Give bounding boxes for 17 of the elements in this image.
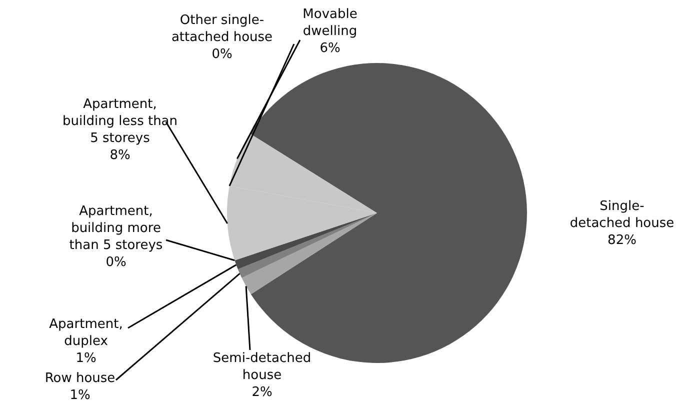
data-label: 82% xyxy=(608,233,636,248)
slice-label: Apartment, building less than 5 storeys xyxy=(62,97,178,146)
data-label: 1% xyxy=(76,351,96,366)
data-label: 8% xyxy=(110,148,130,163)
text: 0% xyxy=(106,255,126,270)
slice-label: Single-detached house xyxy=(570,199,674,231)
data-label: 6% xyxy=(320,41,340,56)
slice-label: Apartment, duplex xyxy=(49,317,123,349)
text: 0% xyxy=(212,47,232,62)
data-label: 2% xyxy=(252,385,272,400)
data-label: 1% xyxy=(70,388,90,403)
category-label: Other single-attached house xyxy=(171,13,273,45)
category-label: Apartment, building more than 5 storeys xyxy=(69,204,163,253)
slice-label: Semi-detached house xyxy=(212,351,312,383)
pie-slice xyxy=(242,213,377,294)
slice-label: Movable dwelling xyxy=(302,7,358,39)
slice-label: Row house xyxy=(44,371,116,386)
